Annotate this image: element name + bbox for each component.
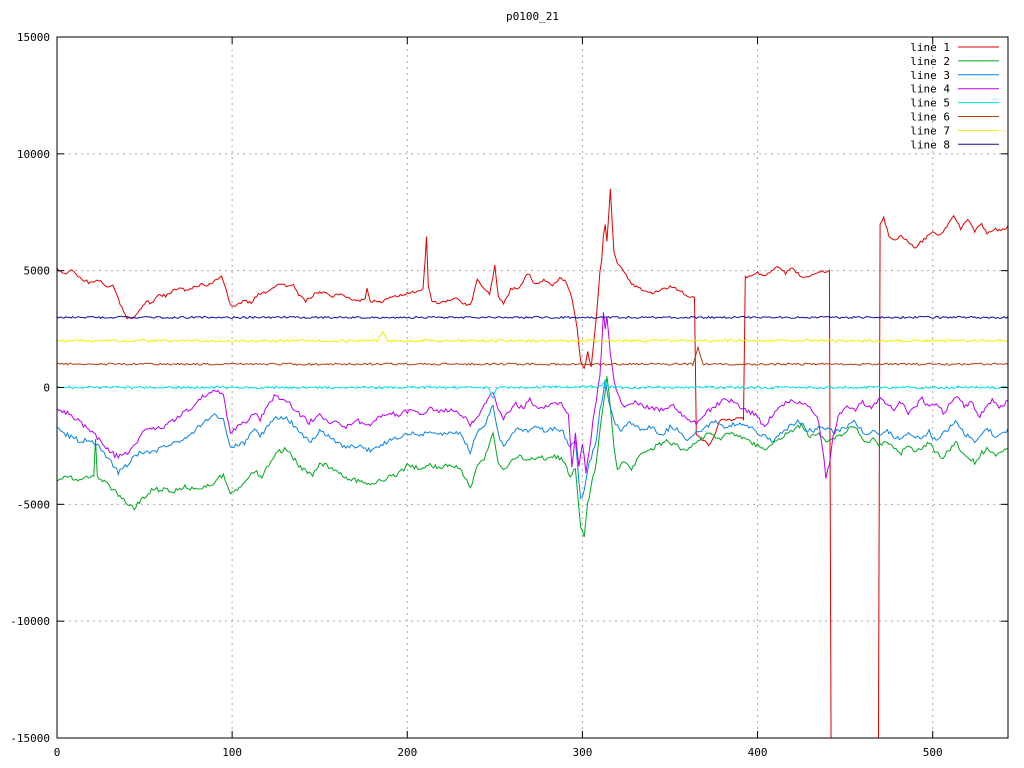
series-line-2 [57, 376, 1008, 538]
series-line-4 [57, 312, 1008, 479]
y-tick-label-5000: 5000 [24, 265, 51, 278]
x-tick-label-400: 400 [748, 746, 768, 759]
y-tick-label--5000: -5000 [17, 498, 50, 511]
legend-label-line-3: line 3 [910, 69, 950, 82]
chart-title: p0100_21 [506, 10, 559, 23]
series-line-7 [57, 330, 1008, 343]
series-line-5 [57, 379, 1008, 400]
legend-label-line-5: line 5 [910, 97, 950, 110]
x-tick-label-300: 300 [572, 746, 592, 759]
legend-label-line-4: line 4 [910, 83, 950, 96]
x-tick-label-500: 500 [923, 746, 943, 759]
x-tick-label-0: 0 [54, 746, 61, 759]
y-tick-label-0: 0 [43, 382, 50, 395]
y-tick-label-10000: 10000 [17, 148, 50, 161]
series-line-6 [57, 345, 1008, 367]
y-tick-label--15000: -15000 [10, 732, 50, 745]
y-tick-label--10000: -10000 [10, 615, 50, 628]
legend-label-line-6: line 6 [910, 111, 950, 124]
x-tick-label-100: 100 [222, 746, 242, 759]
legend-label-line-2: line 2 [910, 55, 950, 68]
series-line-3 [57, 379, 1008, 500]
x-tick-label-200: 200 [397, 746, 417, 759]
series-line-8 [57, 315, 1008, 320]
series-line-1 [57, 188, 1008, 738]
legend-label-line-1: line 1 [910, 41, 950, 54]
legend-label-line-8: line 8 [910, 138, 950, 151]
legend-label-line-7: line 7 [910, 124, 950, 137]
y-tick-label-15000: 15000 [17, 31, 50, 44]
